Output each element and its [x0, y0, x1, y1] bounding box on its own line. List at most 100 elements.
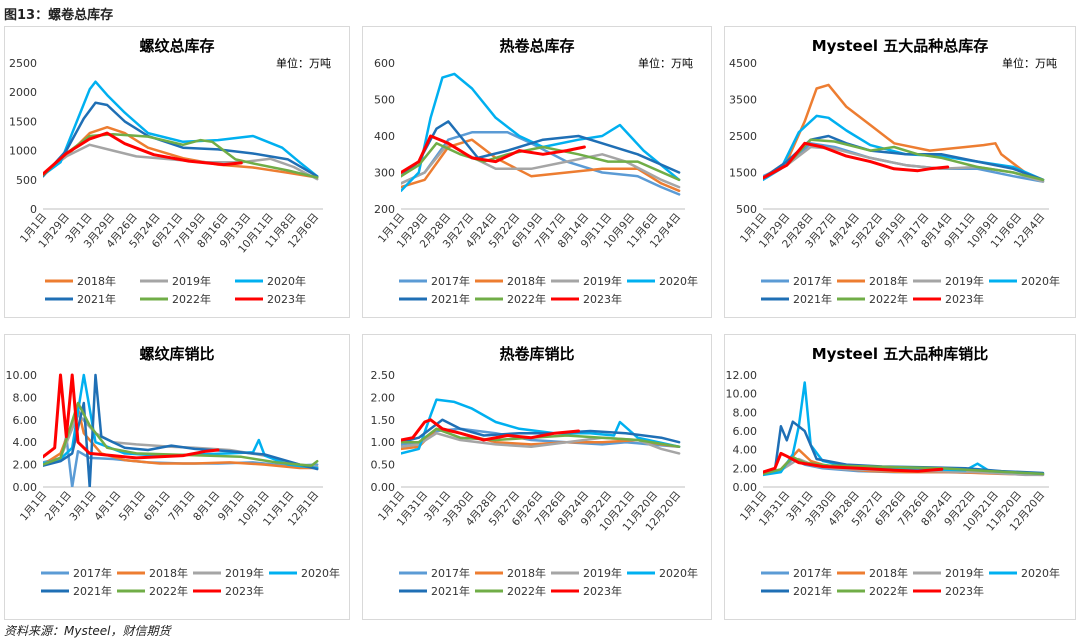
y-tick-label: 6.00: [733, 425, 758, 438]
legend-label: 2022年: [507, 584, 546, 598]
y-tick-label: 8.00: [13, 391, 38, 404]
y-tick-label: 6.00: [13, 414, 38, 427]
legend-label: 2018年: [77, 274, 116, 288]
legend-label: 2023年: [583, 292, 622, 306]
series-line-2023: [401, 418, 580, 442]
series-line-2022: [401, 142, 681, 182]
y-tick-label: 2.00: [371, 391, 396, 404]
legend-label: 2021年: [431, 584, 470, 598]
y-tick-label: 0.00: [13, 481, 38, 494]
series-group: [401, 398, 681, 455]
y-tick-label: 8.00: [733, 406, 758, 419]
y-tick-label: 500: [16, 174, 37, 187]
series-line-2022: [763, 455, 1045, 476]
series-line-2023: [763, 451, 944, 474]
y-tick-label: 4.00: [13, 436, 38, 449]
y-tick-label: 2.00: [733, 462, 758, 475]
y-tick-label: 10.00: [726, 388, 758, 401]
y-tick-label: 0: [30, 203, 37, 216]
chart-title: 热卷库销比: [499, 345, 574, 363]
series-line-2018: [43, 125, 319, 179]
chart-panel-hrc-ratio: 热卷库销比 0.00 0.50 1.00 1.50 2.00 2.50 1月1日 1月31日 3月…: [362, 334, 712, 620]
legend-label: 2020年: [659, 274, 698, 288]
chart-title: Mysteel 五大品种库销比: [812, 345, 989, 363]
y-tick-label: 1.50: [371, 414, 396, 427]
legend-label: 2019年: [945, 566, 984, 580]
legend-label: 2023年: [945, 292, 984, 306]
legend-label: 2023年: [267, 292, 306, 306]
y-tick-label: 2.50: [371, 369, 396, 382]
legend-label: 2017年: [793, 566, 832, 580]
chart-title: 热卷总库存: [499, 37, 574, 55]
chart-panel-rebar-ratio: 螺纹库销比 0.00 2.00 4.00 6.00 8.00 10.00 1月1日 2月1日 3月…: [4, 334, 350, 620]
chart-five-products-ratio: Mysteel 五大品种库销比 0.00 2.00 4.00 6.00 8.00 10.00…: [726, 345, 1061, 598]
legend-label: 2017年: [431, 566, 470, 580]
legend-label: 2022年: [172, 292, 211, 306]
figure-title: 图13：螺卷总库存: [4, 8, 114, 23]
series-line-2019: [401, 142, 681, 189]
series-line-2022: [43, 132, 319, 179]
series-line-2022: [401, 427, 681, 448]
series-line-2021: [401, 418, 681, 444]
legend-label: 2022年: [869, 292, 908, 306]
legend-label: 2017年: [73, 566, 112, 580]
legend-label: 2021年: [73, 584, 112, 598]
series-group: [43, 80, 319, 181]
chart-panel-five-products-ratio: Mysteel 五大品种库销比 0.00 2.00 4.00 6.00 8.00 10.00…: [724, 334, 1076, 620]
y-tick-label: 2500: [9, 57, 37, 70]
y-tick-label: 4.00: [733, 444, 758, 457]
chart-hrc-inventory: 热卷总库存单位：万吨2003004005006001月1日1月29日2月28日3…: [374, 37, 698, 306]
chart-title: Mysteel 五大品种总库存: [812, 37, 989, 55]
legend-label: 2019年: [945, 274, 984, 288]
source-note: 资料来源：Mysteel，财信期货: [4, 624, 171, 638]
chart-rebar-inventory: 螺纹总库存单位：万吨050010001500200025001月1日1月29日3…: [9, 37, 331, 306]
y-tick-label: 4500: [729, 57, 757, 70]
y-tick-label: 1500: [9, 115, 37, 128]
legend-label: 2023年: [225, 584, 264, 598]
chart-hrc-ratio: 热卷库销比0.000.501.001.502.002.501月1日1月31日3月…: [371, 345, 699, 598]
series-line-2021: [43, 101, 319, 178]
series-line-2018: [763, 83, 1045, 182]
chart-five-products-inventory: Mysteel 五大品种总库存单位：万吨50015002500350045001…: [729, 37, 1060, 306]
chart-title: 螺纹总库存: [139, 37, 214, 55]
y-tick-label: 1000: [9, 145, 37, 158]
series-line-2020: [401, 72, 681, 193]
series-line-2019: [401, 431, 681, 455]
y-tick-label: 500: [736, 203, 757, 216]
legend-label: 2021年: [793, 584, 832, 598]
legend-label: 2017年: [431, 274, 470, 288]
series-line-2023: [43, 131, 243, 176]
chart-panel-five-products-inventory: Mysteel 五大品种总库存 单位：万吨 500 1500 2500 3500 4500 1…: [724, 26, 1076, 318]
chart-rebar-ratio: 螺纹库销比0.002.004.006.008.0010.001月1日2月1日3月…: [6, 345, 341, 598]
legend-label: 2022年: [869, 584, 908, 598]
legend-label: 2018年: [149, 566, 188, 580]
series-line-2020: [763, 381, 1045, 477]
y-tick-label: 10.00: [6, 369, 38, 382]
legend-label: 2019年: [225, 566, 264, 580]
y-tick-label: 2.00: [13, 459, 38, 472]
y-tick-label: 1500: [729, 167, 757, 180]
legend-label: 2019年: [583, 274, 622, 288]
y-tick-label: 600: [374, 57, 395, 70]
legend-label: 2017年: [793, 274, 832, 288]
series-line-2023: [401, 134, 586, 174]
series-line-2020: [401, 398, 681, 455]
chart-panel-rebar-inventory: 螺纹总库存 单位：万吨 0 500 1000 1500 2000 2500 1月1日 1月29日 3…: [4, 26, 350, 318]
unit-label: 单位：万吨: [276, 56, 331, 70]
y-tick-label: 200: [374, 203, 395, 216]
series-line-2021: [401, 120, 681, 178]
y-tick-label: 500: [374, 94, 395, 107]
legend-label: 2023年: [583, 584, 622, 598]
series-line-2022: [763, 138, 1045, 182]
legend-label: 2022年: [507, 292, 546, 306]
legend-label: 2023年: [945, 584, 984, 598]
y-tick-label: 12.00: [726, 369, 758, 382]
series-group: [763, 83, 1045, 183]
chart-panel-hrc-inventory: 热卷总库存 单位：万吨 200 300 400 500 600 1月1日 1月29日 2月28日 3…: [362, 26, 712, 318]
y-tick-label: 2000: [9, 86, 37, 99]
series-line-2023: [763, 141, 950, 180]
legend-label: 2019年: [583, 566, 622, 580]
chart-title: 螺纹库销比: [139, 345, 214, 363]
series-line-2023: [43, 373, 220, 460]
y-tick-label: 1.00: [371, 436, 396, 449]
